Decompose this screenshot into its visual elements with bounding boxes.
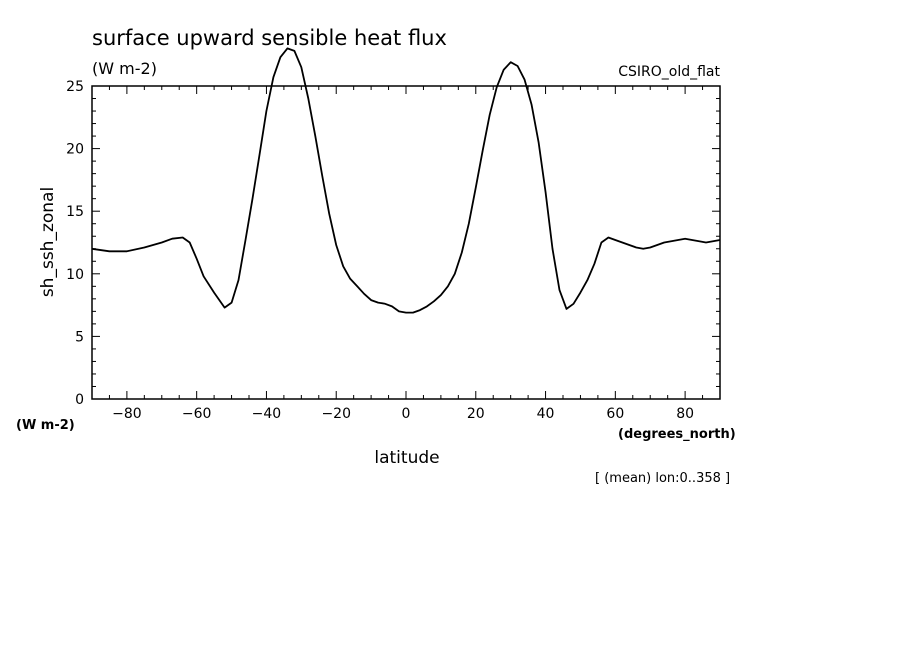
- y-tick-label: 10: [66, 267, 84, 283]
- y-axis-ticks: 0 5 10 15 20 25: [66, 79, 720, 408]
- x-tick-label: 20: [467, 406, 485, 422]
- x-tick-label: 0: [402, 406, 411, 422]
- x-tick-label: −20: [321, 406, 351, 422]
- model-label: CSIRO_old_flat: [618, 64, 720, 80]
- y-tick-label: 0: [75, 392, 84, 408]
- series-line: [91, 47, 721, 314]
- y-tick-label: 15: [66, 204, 84, 220]
- y-tick-label: 20: [66, 142, 84, 158]
- chart-title: surface upward sensible heat flux: [92, 26, 447, 50]
- y-axis-label: sh_ssh_zonal: [38, 187, 58, 297]
- x-units-label: (degrees_north): [618, 427, 736, 442]
- x-axis-label: latitude: [374, 448, 439, 468]
- y-units-label: (W m-2): [16, 418, 75, 433]
- x-tick-label: 80: [676, 406, 694, 422]
- y-tick-label: 5: [75, 329, 84, 345]
- x-axis-ticks: −80 −60 −40 −20 0 20 40 60 80: [91, 86, 721, 422]
- footnote: [ (mean) lon:0..358 ]: [595, 471, 730, 486]
- x-tick-label: 60: [606, 406, 624, 422]
- x-tick-label: −60: [182, 406, 212, 422]
- chart-subtitle: (W m-2): [92, 59, 157, 78]
- y-tick-label: 25: [66, 79, 84, 95]
- x-tick-label: −40: [252, 406, 282, 422]
- plot-frame: [91, 85, 721, 400]
- x-tick-label: 40: [537, 406, 555, 422]
- x-tick-label: −80: [112, 406, 142, 422]
